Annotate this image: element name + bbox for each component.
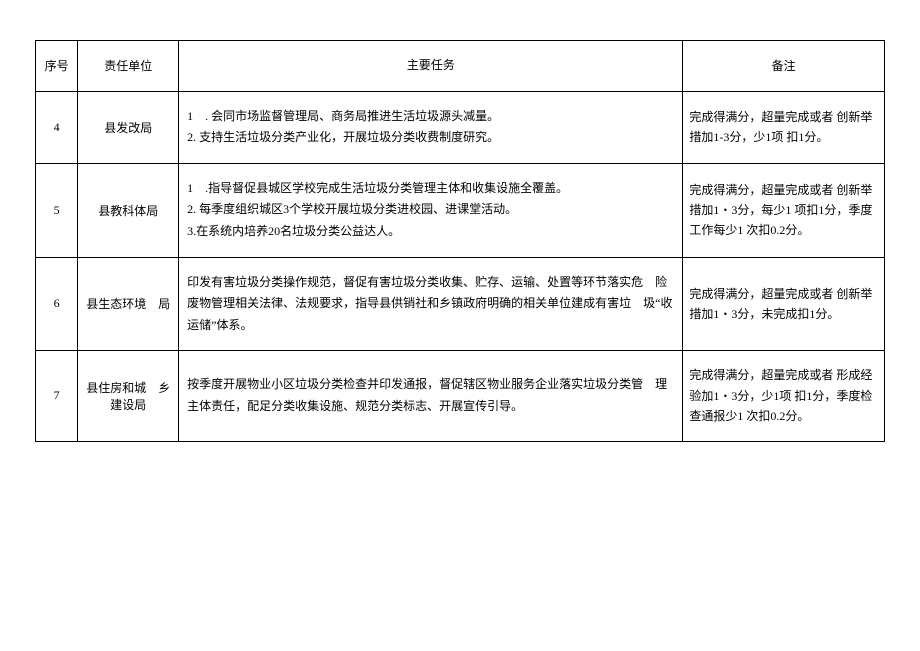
task-line: 3.在系统内培养20名垃圾分类公益达人。 bbox=[187, 221, 674, 243]
table-row: 4 县发改局 1 . 会同市场监督管理局、商务局推进生活垃圾源头减量。 2. 支… bbox=[36, 91, 885, 163]
task-line: 2. 支持生活垃圾分类产业化，开展垃圾分类收费制度研究。 bbox=[187, 127, 674, 149]
task-line: 1 . 会同市场监督管理局、商务局推进生活垃圾源头减量。 bbox=[187, 106, 674, 128]
cell-remark: 完成得满分，超量完成或者 形成经验加1・3分，少1项 扣1分，季度检查通报少1 … bbox=[683, 351, 885, 441]
header-unit: 责任单位 bbox=[78, 41, 179, 92]
cell-task: 印发有害垃圾分类操作规范，督促有害垃圾分类收集、贮存、运输、处置等环节落实危 险… bbox=[179, 257, 683, 351]
cell-seq: 5 bbox=[36, 163, 78, 257]
cell-seq: 7 bbox=[36, 351, 78, 441]
responsibility-table: 序号 责任单位 主要任务 备注 4 县发改局 1 . 会同市场监督管理局、商务局… bbox=[35, 40, 885, 442]
cell-unit: 县发改局 bbox=[78, 91, 179, 163]
cell-seq: 6 bbox=[36, 257, 78, 351]
header-remark: 备注 bbox=[683, 41, 885, 92]
cell-task: 按季度开展物业小区垃圾分类检查并印发通报，督促辖区物业服务企业落实垃圾分类管 理… bbox=[179, 351, 683, 441]
table-row: 5 县教科体局 1 .指导督促县城区学校完成生活垃圾分类管理主体和收集设施全覆盖… bbox=[36, 163, 885, 257]
task-line: 按季度开展物业小区垃圾分类检查并印发通报，督促辖区物业服务企业落实垃圾分类管 理… bbox=[187, 374, 674, 417]
cell-remark: 完成得满分，超量完成或者 创新举措加1-3分，少1项 扣1分。 bbox=[683, 91, 885, 163]
cell-remark: 完成得满分，超量完成或者 创新举措加1・3分，每少1 项扣1分，季度工作每少1 … bbox=[683, 163, 885, 257]
table-row: 6 县生态环境 局 印发有害垃圾分类操作规范，督促有害垃圾分类收集、贮存、运输、… bbox=[36, 257, 885, 351]
header-task: 主要任务 bbox=[179, 41, 683, 92]
header-seq: 序号 bbox=[36, 41, 78, 92]
cell-task: 1 . 会同市场监督管理局、商务局推进生活垃圾源头减量。 2. 支持生活垃圾分类… bbox=[179, 91, 683, 163]
cell-task: 1 .指导督促县城区学校完成生活垃圾分类管理主体和收集设施全覆盖。 2. 每季度… bbox=[179, 163, 683, 257]
task-line: 1 .指导督促县城区学校完成生活垃圾分类管理主体和收集设施全覆盖。 bbox=[187, 178, 674, 200]
cell-unit: 县住房和城 乡建设局 bbox=[78, 351, 179, 441]
cell-unit: 县教科体局 bbox=[78, 163, 179, 257]
table-row: 7 县住房和城 乡建设局 按季度开展物业小区垃圾分类检查并印发通报，督促辖区物业… bbox=[36, 351, 885, 441]
table-header-row: 序号 责任单位 主要任务 备注 bbox=[36, 41, 885, 92]
cell-seq: 4 bbox=[36, 91, 78, 163]
task-line: 2. 每季度组织城区3个学校开展垃圾分类进校园、进课堂活动。 bbox=[187, 199, 674, 221]
task-line: 印发有害垃圾分类操作规范，督促有害垃圾分类收集、贮存、运输、处置等环节落实危 险… bbox=[187, 272, 674, 337]
cell-remark: 完成得满分，超量完成或者 创新举措加1・3分，未完成扣1分。 bbox=[683, 257, 885, 351]
cell-unit: 县生态环境 局 bbox=[78, 257, 179, 351]
